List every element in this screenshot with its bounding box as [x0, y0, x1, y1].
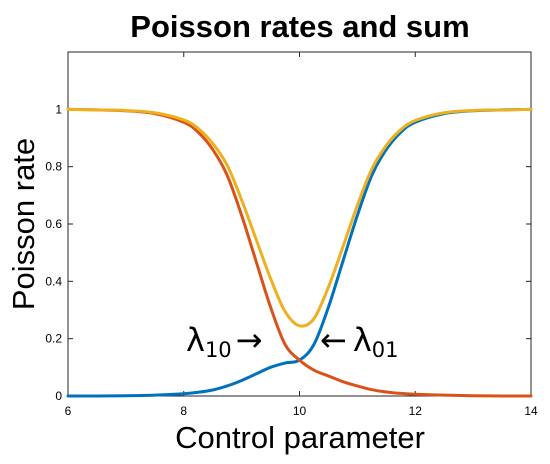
x-axis-label: Control parameter — [175, 420, 425, 455]
annotation-lambda-10-subscript: 10 — [205, 338, 232, 362]
annotation-lambda-01-subscript: 01 — [372, 338, 399, 362]
annotation-lambda-01: ← λ01 — [320, 321, 398, 362]
y-tick-label: 0.4 — [45, 274, 62, 288]
plot-frame — [67, 51, 532, 397]
series-lines — [66, 107, 533, 398]
y-tick-label: 0.6 — [45, 217, 62, 231]
annotation-lambda-10-symbol: λ — [186, 321, 205, 359]
x-tick-label: 10 — [293, 404, 307, 418]
x-tick-label: 12 — [409, 404, 423, 418]
series-line-orange — [66, 107, 533, 398]
y-tick-label: 0.8 — [45, 160, 62, 174]
annotation-lambda-10-arrow: → — [236, 321, 263, 359]
annotation-lambda-01-symbol: λ — [353, 321, 372, 359]
y-axis-label: Poisson rate — [6, 138, 41, 310]
y-tick-label: 1 — [55, 102, 62, 116]
y-tick-label: 0 — [55, 389, 62, 403]
chart-title: Poisson rates and sum — [130, 9, 469, 44]
series-line-blue — [66, 107, 533, 398]
x-tick-label: 14 — [524, 404, 538, 418]
x-tick-label: 8 — [180, 404, 187, 418]
y-tick-label: 0.2 — [45, 332, 62, 346]
annotation-lambda-10: λ10 → — [186, 321, 262, 362]
series-line-yellow — [66, 107, 533, 328]
x-tick-label: 6 — [65, 404, 72, 418]
axis-ticks: 6 8 10 12 14 0 0.2 0.4 0.6 0.8 1 — [45, 52, 538, 418]
annotation-lambda-01-arrow: ← — [320, 321, 347, 359]
